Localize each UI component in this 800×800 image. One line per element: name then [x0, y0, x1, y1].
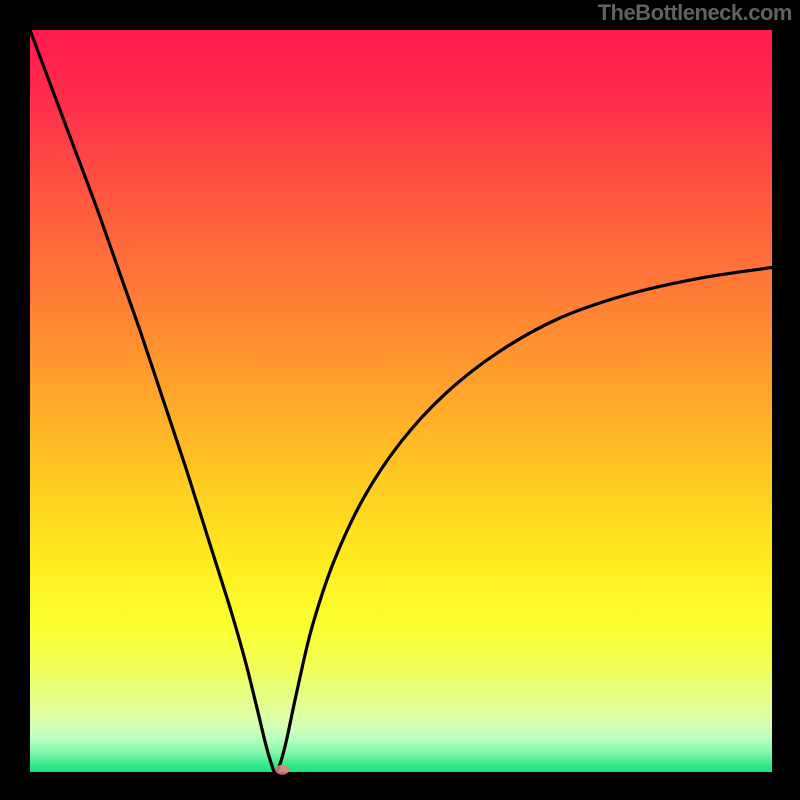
chart-container: TheBottleneck.com — [0, 0, 800, 800]
plot-background — [30, 30, 772, 772]
watermark-text: TheBottleneck.com — [598, 0, 792, 26]
optimal-marker — [275, 765, 289, 775]
bottleneck-chart — [0, 0, 800, 800]
